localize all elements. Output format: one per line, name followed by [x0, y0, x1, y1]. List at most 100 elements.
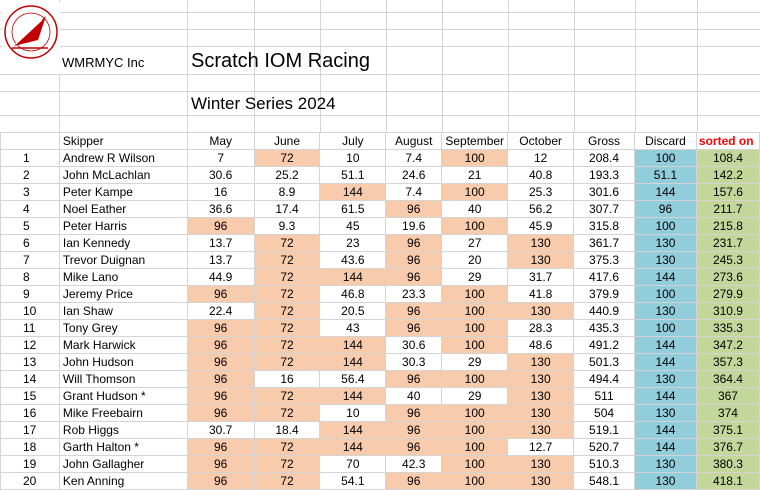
skipper-cell[interactable]: Mark Harwick: [58, 336, 188, 354]
rank-cell[interactable]: 11: [0, 319, 60, 337]
sorted-on-cell[interactable]: 215.8: [695, 217, 760, 235]
rank-cell[interactable]: 12: [0, 336, 60, 354]
column-header-may[interactable]: May: [186, 132, 255, 150]
june-score-cell[interactable]: 17.4: [253, 200, 321, 218]
discard-cell[interactable]: 144: [634, 387, 697, 405]
discard-cell[interactable]: 144: [634, 438, 697, 456]
october-score-cell[interactable]: 130: [507, 234, 575, 252]
may-score-cell[interactable]: 96: [186, 353, 255, 371]
gross-cell[interactable]: 379.9: [573, 285, 635, 303]
august-score-cell[interactable]: 19.6: [385, 217, 443, 235]
rank-cell[interactable]: 4: [0, 200, 60, 218]
may-score-cell[interactable]: 96: [186, 438, 255, 456]
august-score-cell[interactable]: 96: [385, 319, 443, 337]
july-score-cell[interactable]: 144: [319, 438, 387, 456]
rank-cell[interactable]: 7: [0, 251, 60, 269]
september-score-cell[interactable]: 100: [441, 336, 509, 354]
skipper-cell[interactable]: Peter Harris: [58, 217, 188, 235]
skipper-cell[interactable]: Mike Freebairn: [58, 404, 188, 422]
october-score-cell[interactable]: 130: [507, 302, 575, 320]
discard-cell[interactable]: 144: [634, 268, 697, 286]
july-score-cell[interactable]: 54.1: [319, 472, 387, 490]
may-score-cell[interactable]: 13.7: [186, 251, 255, 269]
september-score-cell[interactable]: 100: [441, 319, 509, 337]
rank-cell[interactable]: 5: [0, 217, 60, 235]
june-score-cell[interactable]: 18.4: [253, 421, 321, 439]
june-score-cell[interactable]: 9.3: [253, 217, 321, 235]
june-score-cell[interactable]: 25.2: [253, 166, 321, 184]
may-score-cell[interactable]: 96: [186, 217, 255, 235]
skipper-cell[interactable]: Rob Higgs: [58, 421, 188, 439]
may-score-cell[interactable]: 22.4: [186, 302, 255, 320]
gross-cell[interactable]: 519.1: [573, 421, 635, 439]
gross-cell[interactable]: 208.4: [573, 149, 635, 167]
column-header-skipper[interactable]: Skipper: [58, 132, 188, 150]
skipper-cell[interactable]: Trevor Duignan: [58, 251, 188, 269]
october-score-cell[interactable]: 130: [507, 251, 575, 269]
october-score-cell[interactable]: 45.9: [507, 217, 575, 235]
discard-cell[interactable]: 130: [634, 234, 697, 252]
sorted-on-cell[interactable]: 380.3: [695, 455, 760, 473]
sorted-on-cell[interactable]: 374: [695, 404, 760, 422]
rank-cell[interactable]: 19: [0, 455, 60, 473]
may-score-cell[interactable]: 44.9: [186, 268, 255, 286]
june-score-cell[interactable]: 72: [253, 149, 321, 167]
september-score-cell[interactable]: 21: [441, 166, 509, 184]
may-score-cell[interactable]: 30.6: [186, 166, 255, 184]
discard-cell[interactable]: 130: [634, 370, 697, 388]
sorted-on-cell[interactable]: 367: [695, 387, 760, 405]
skipper-cell[interactable]: Will Thomson: [58, 370, 188, 388]
column-header-october[interactable]: October: [507, 132, 575, 150]
may-score-cell[interactable]: 96: [186, 387, 255, 405]
skipper-cell[interactable]: John McLachlan: [58, 166, 188, 184]
gross-cell[interactable]: 361.7: [573, 234, 635, 252]
discard-cell[interactable]: 130: [634, 251, 697, 269]
may-score-cell[interactable]: 96: [186, 319, 255, 337]
sorted-on-cell[interactable]: 273.6: [695, 268, 760, 286]
column-header-gross[interactable]: Gross: [573, 132, 635, 150]
june-score-cell[interactable]: 72: [253, 404, 321, 422]
september-score-cell[interactable]: 27: [441, 234, 509, 252]
skipper-cell[interactable]: Jeremy Price: [58, 285, 188, 303]
july-score-cell[interactable]: 144: [319, 421, 387, 439]
june-score-cell[interactable]: 72: [253, 251, 321, 269]
column-header-september[interactable]: September: [441, 132, 509, 150]
september-score-cell[interactable]: 100: [441, 438, 509, 456]
august-score-cell[interactable]: 96: [385, 234, 443, 252]
july-score-cell[interactable]: 51.1: [319, 166, 387, 184]
sorted-on-cell[interactable]: 347.2: [695, 336, 760, 354]
sorted-on-cell[interactable]: 418.1: [695, 472, 760, 490]
rank-cell[interactable]: 18: [0, 438, 60, 456]
gross-cell[interactable]: 504: [573, 404, 635, 422]
october-score-cell[interactable]: 25.3: [507, 183, 575, 201]
rank-cell[interactable]: 1: [0, 149, 60, 167]
discard-cell[interactable]: 130: [634, 472, 697, 490]
sorted-on-cell[interactable]: 142.2: [695, 166, 760, 184]
may-score-cell[interactable]: 16: [186, 183, 255, 201]
skipper-cell[interactable]: John Hudson: [58, 353, 188, 371]
september-score-cell[interactable]: 100: [441, 455, 509, 473]
column-header-june[interactable]: June: [253, 132, 321, 150]
sorted-on-cell[interactable]: 335.3: [695, 319, 760, 337]
sorted-on-cell[interactable]: 364.4: [695, 370, 760, 388]
july-score-cell[interactable]: 144: [319, 183, 387, 201]
rank-cell[interactable]: 2: [0, 166, 60, 184]
october-score-cell[interactable]: 12.7: [507, 438, 575, 456]
sorted-on-cell[interactable]: 310.9: [695, 302, 760, 320]
june-score-cell[interactable]: 72: [253, 319, 321, 337]
column-header-sorted-on[interactable]: sorted on: [695, 132, 760, 150]
discard-cell[interactable]: 51.1: [634, 166, 697, 184]
october-score-cell[interactable]: 130: [507, 370, 575, 388]
gross-cell[interactable]: 520.7: [573, 438, 635, 456]
skipper-cell[interactable]: Noel Eather: [58, 200, 188, 218]
september-score-cell[interactable]: 29: [441, 268, 509, 286]
september-score-cell[interactable]: 29: [441, 353, 509, 371]
may-score-cell[interactable]: 96: [186, 455, 255, 473]
august-score-cell[interactable]: 96: [385, 438, 443, 456]
column-header-august[interactable]: August: [385, 132, 443, 150]
skipper-cell[interactable]: Tony Grey: [58, 319, 188, 337]
july-score-cell[interactable]: 70: [319, 455, 387, 473]
rank-cell[interactable]: 10: [0, 302, 60, 320]
skipper-cell[interactable]: Andrew R Wilson: [58, 149, 188, 167]
